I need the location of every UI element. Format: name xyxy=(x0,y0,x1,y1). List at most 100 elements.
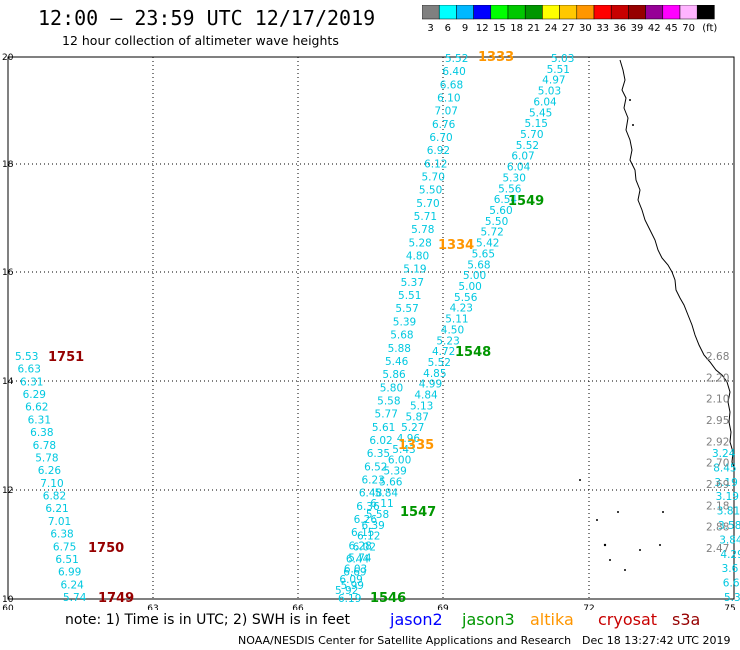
wave-height-value: 4.29 xyxy=(720,549,740,561)
color-scale-label: 24 xyxy=(545,23,558,34)
wave-height-value: 5.87 xyxy=(406,411,429,423)
latitude-tick-label: 12 xyxy=(2,486,13,496)
wave-height-value: 5.39 xyxy=(383,466,406,478)
wave-height-value: 6.31 xyxy=(20,376,43,388)
wave-height-value: 5.56 xyxy=(498,183,522,195)
wave-height-value: 5.23 xyxy=(436,335,459,347)
wave-height-value: 2.18 xyxy=(706,500,729,512)
wave-height-value: 6.54 xyxy=(494,194,518,206)
pass-time-label: 1335 xyxy=(398,438,434,453)
wave-height-value: 8.45 xyxy=(713,462,736,474)
wave-height-value: 2.70 xyxy=(706,458,729,470)
wave-height-value: 5.72 xyxy=(480,227,503,239)
wave-height-value: 6.07 xyxy=(511,151,534,163)
pass-labels: 1333 1549 1334 1751 1548 1335 1547 1750 1749 1546 xyxy=(48,50,544,606)
wave-height-value: 5.46 xyxy=(385,356,409,368)
color-scale-label: 3 xyxy=(427,23,433,34)
wave-height-value: 2.10 xyxy=(706,394,729,406)
wave-height-value: 6.15 xyxy=(351,527,374,539)
color-scale-label: 39 xyxy=(631,23,644,34)
wave-height-value: 6.21 xyxy=(45,503,68,515)
wave-height-value: 3.19 xyxy=(714,477,737,489)
wave-height-value: 5.52 xyxy=(428,357,451,369)
legend-s3a: s3a xyxy=(672,610,701,629)
wave-height-value: 5.56 xyxy=(454,292,478,304)
wave-height-value: 6.02 xyxy=(353,542,376,554)
wave-height-value: 7.07 xyxy=(435,106,458,118)
wave-height-value: 5.3 xyxy=(724,592,740,604)
wave-height-value: 4.50 xyxy=(441,324,464,336)
generated-timestamp: Dec 18 13:27:42 UTC 2019 xyxy=(582,634,731,647)
wave-height-value: 6.38 xyxy=(50,529,73,541)
axis-labels: 60 63 66 69 72 75 10 12 14 16 18 20 xyxy=(2,53,736,610)
pass-time-label: 1751 xyxy=(48,350,84,365)
wave-height-value: 6.36 xyxy=(356,501,380,513)
wave-height-value: 5.51 xyxy=(547,64,570,76)
wave-height-value: 6.82 xyxy=(43,491,66,503)
wave-height-value: 6.26 xyxy=(38,465,62,477)
color-scale-label: 9 xyxy=(462,23,468,34)
wave-height-value: 6.02 xyxy=(369,435,392,447)
wave-height-value: 6.09 xyxy=(339,574,362,586)
wave-height-value: 5.78 xyxy=(411,224,434,236)
wave-height-value: 5.78 xyxy=(35,452,58,464)
longitude-tick-label: 60 xyxy=(2,604,14,610)
wave-height-value: 5.50 xyxy=(419,185,442,197)
wave-height-value: 7.01 xyxy=(48,516,71,528)
wave-height-value: 5.53 xyxy=(15,351,38,363)
altimeter-tracks: 5.526.406.686.107.076.766.706.926.125.70… xyxy=(15,53,740,605)
wave-height-value: 6.04 xyxy=(507,162,531,174)
wave-height-value: 5.77 xyxy=(375,409,398,421)
wave-height-value: 5.39 xyxy=(393,316,416,328)
wave-height-value: 6.76 xyxy=(432,119,456,131)
pass-time-label: 1547 xyxy=(400,505,436,520)
latitude-tick-label: 16 xyxy=(2,268,14,278)
wave-height-value: 6.78 xyxy=(33,440,56,452)
credit-line: NOAA/NESDIS Center for Satellite Applica… xyxy=(238,634,572,647)
wave-height-value: 2.88 xyxy=(706,522,729,534)
wave-height-value: 6.31 xyxy=(28,414,51,426)
wave-height-value: 5.00 xyxy=(458,281,481,293)
wave-height-value: 2.92 xyxy=(706,436,729,448)
map-subtitle: 12 hour collection of altimeter wave hei… xyxy=(62,33,339,48)
wave-height-value: 5.45 xyxy=(529,107,552,119)
wave-height-value: 6.38 xyxy=(30,427,53,439)
wave-height-value: 6.75 xyxy=(53,541,76,553)
wave-height-value: 6.99 xyxy=(58,567,81,579)
wave-height-value: 5.03 xyxy=(551,53,574,65)
wave-height-value: 6.62 xyxy=(25,402,48,414)
latitude-tick-label: 18 xyxy=(2,160,14,170)
wave-height-value: 6.23 xyxy=(361,474,384,486)
pass-time-label: 1548 xyxy=(455,345,491,360)
wave-height-value: 6.12 xyxy=(424,158,447,170)
wave-height-value: 5.52 xyxy=(516,140,539,152)
longitude-tick-label: 75 xyxy=(724,604,735,610)
longitude-tick-label: 72 xyxy=(583,604,594,610)
wave-height-value: 5.74 xyxy=(348,552,372,564)
wave-height-value: 5.30 xyxy=(503,172,526,184)
wave-height-value: 4.84 xyxy=(414,390,438,402)
wave-height-value: 5.15 xyxy=(525,118,548,130)
wave-height-value: 6.12 xyxy=(357,531,380,543)
wave-height-value: 5.61 xyxy=(372,422,395,434)
pass-time-label: 1750 xyxy=(88,541,124,556)
color-scale-label: 21 xyxy=(527,23,540,34)
wave-height-value: 6.52 xyxy=(364,461,387,473)
wave-height-value: 5.88 xyxy=(388,343,411,355)
wave-height-value: 5.37 xyxy=(401,277,424,289)
color-scale-label: 27 xyxy=(562,23,575,34)
wave-height-value: 6.19 xyxy=(338,593,361,605)
wave-height-value: 6.00 xyxy=(388,455,411,467)
wave-height-value: 5.57 xyxy=(395,303,418,315)
wave-height-value: 5.27 xyxy=(401,422,424,434)
wave-height-value: 5.00 xyxy=(463,270,486,282)
wave-height-value: 2.69 xyxy=(706,479,729,491)
color-scale-label: 70 xyxy=(682,23,695,34)
wave-height-value: 6.26 xyxy=(354,514,378,526)
wave-height-value: 3.84 xyxy=(719,534,740,546)
wave-height-value: 4.96 xyxy=(397,433,421,445)
wave-height-value: 5.58 xyxy=(377,395,400,407)
latitude-tick-label: 14 xyxy=(2,377,14,387)
wave-height-value: 4.72 xyxy=(432,346,455,358)
